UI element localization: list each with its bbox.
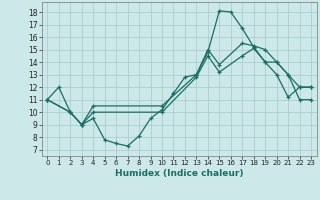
X-axis label: Humidex (Indice chaleur): Humidex (Indice chaleur) xyxy=(115,169,244,178)
